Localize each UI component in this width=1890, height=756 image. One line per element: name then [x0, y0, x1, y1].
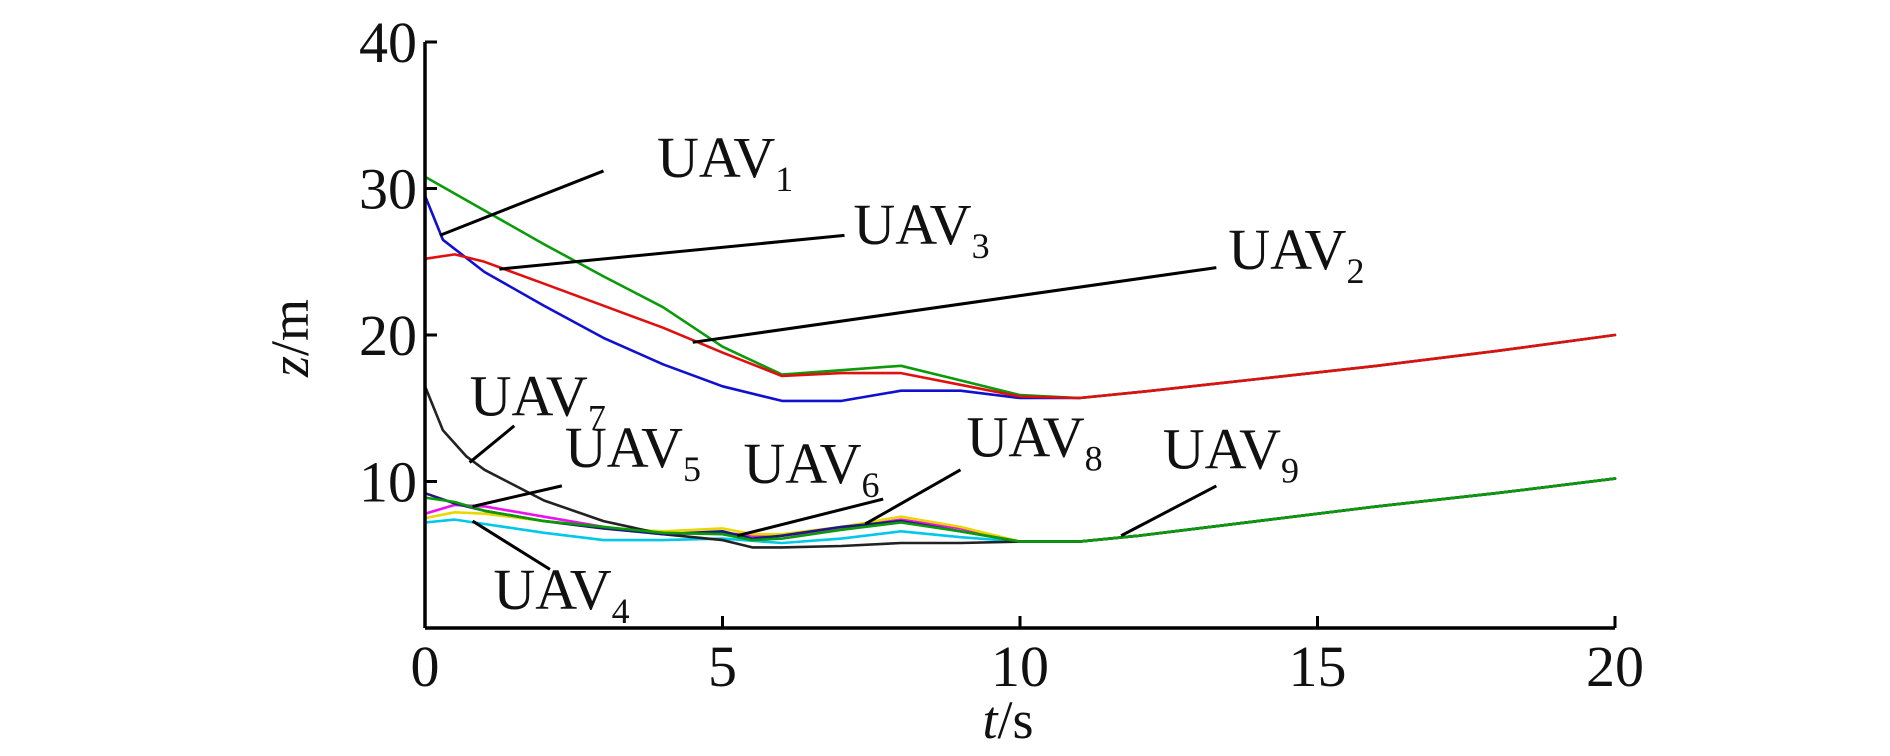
- series-layer: [423, 175, 1617, 549]
- y-tick-label: 40: [359, 10, 417, 75]
- series-label-uav8: UAV8: [966, 405, 1102, 479]
- y-tick-label: 30: [359, 157, 417, 222]
- x-axis-title: t/s: [982, 690, 1033, 750]
- series-label-uav2: UAV2: [1228, 217, 1364, 291]
- series-label-uav7: UAV7: [470, 364, 606, 438]
- leader-line-uav4: [471, 519, 551, 571]
- leader-line-uav2: [692, 266, 1217, 344]
- x-tick-label: 20: [1586, 634, 1644, 699]
- series-line-uav5: [423, 477, 1617, 543]
- series-line-uav1: [423, 194, 1617, 403]
- series-line-uav6: [423, 477, 1617, 543]
- series-line-uav9: [423, 477, 1617, 543]
- x-tick-label: 15: [1289, 634, 1347, 699]
- series-line-uav4: [423, 477, 1617, 545]
- series-label-uav4: UAV4: [493, 557, 629, 631]
- x-axis-var: t: [982, 690, 999, 750]
- axes: 0 5 10 15 20 10 20 30 40: [359, 10, 1644, 699]
- leader-line-uav1: [439, 169, 605, 237]
- leader-line-uav8: [864, 468, 962, 526]
- series-label-uav3: UAV3: [853, 192, 989, 266]
- leader-line-uav9: [1120, 484, 1218, 538]
- axis-titles: t/s z/m: [260, 299, 1034, 750]
- leader-line-uav5: [472, 484, 563, 508]
- series-line-uav8: [423, 477, 1617, 543]
- series-label-uav9: UAV9: [1163, 416, 1299, 490]
- y-axis-title: z/m: [260, 299, 320, 378]
- x-tick-label: 0: [411, 634, 440, 699]
- y-tick-label: 20: [359, 303, 417, 368]
- series-line-uav3: [423, 253, 1617, 400]
- leader-line-uav7: [468, 424, 516, 464]
- series-label-uav1: UAV1: [657, 125, 793, 199]
- x-tick-label: 10: [991, 634, 1049, 699]
- leader-line-uav6: [737, 497, 884, 538]
- x-axis-unit: /s: [997, 690, 1033, 750]
- x-tick-label: 5: [708, 634, 737, 699]
- series-label-uav6: UAV6: [743, 431, 879, 505]
- y-axis-unit: /m: [260, 299, 320, 356]
- series-label-uav5: UAV5: [565, 415, 701, 489]
- y-tick-label: 10: [359, 450, 417, 515]
- series-line-uav2: [423, 175, 1617, 400]
- leader-line-uav3: [499, 233, 845, 271]
- y-axis-var: z: [260, 356, 320, 378]
